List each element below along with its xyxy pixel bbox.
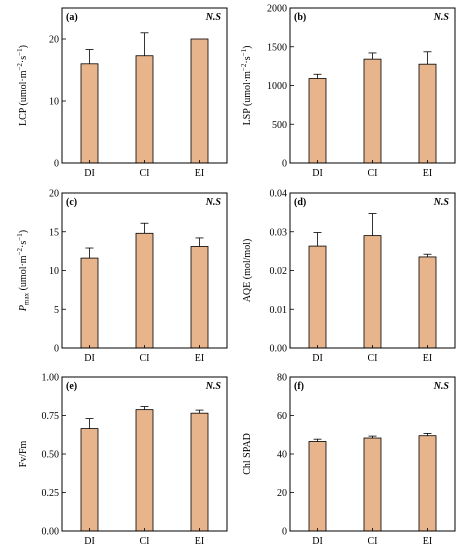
panel-c: DI CI EI 0 5 10 15 20 (c) N.S Pmax (umol·m−2·s−1) <box>16 189 228 364</box>
y-tick-label: 0.25 <box>42 488 60 499</box>
panel-f: DI CI EI 0 20 40 60 80 (f) N.S Chl SPAD <box>242 373 456 547</box>
bar-ci <box>135 409 154 532</box>
x-tick-label: DI <box>312 168 323 179</box>
y-axis-label: AQE (mol/mol) <box>242 239 253 303</box>
x-tick-label: CI <box>140 353 150 364</box>
bar-ei <box>418 435 437 532</box>
significance-label: N.S <box>433 381 450 392</box>
panel-label: (e) <box>66 381 77 392</box>
y-tick-label: 40 <box>277 450 287 461</box>
y-tick-label: 0 <box>54 344 59 355</box>
y-tick-label: 80 <box>277 373 287 384</box>
x-tick-label: EI <box>195 353 204 364</box>
x-tick-label: EI <box>195 536 204 547</box>
y-tick-label: 0.50 <box>42 450 60 461</box>
y-tick-label: 0.01 <box>270 305 288 316</box>
x-tick-label: DI <box>312 536 323 547</box>
x-tick-label: CI <box>368 168 378 179</box>
y-axis-label: Pmax (umol·m−2·s−1) <box>16 230 31 312</box>
bar-di <box>308 78 327 164</box>
y-tick-label: 15 <box>49 227 59 238</box>
y-tick-label: 20 <box>49 35 59 46</box>
y-tick-label: 0.00 <box>270 344 288 355</box>
significance-label: N.S <box>433 12 450 23</box>
x-tick-label: EI <box>423 168 432 179</box>
bar-ci <box>135 55 154 164</box>
y-tick-label: 0.00 <box>42 527 60 538</box>
y-tick-label: 60 <box>277 411 287 422</box>
bar-ei <box>418 63 437 164</box>
y-tick-label: 0 <box>282 527 287 538</box>
y-tick-label: 20 <box>49 189 59 200</box>
x-tick-label: EI <box>423 353 432 364</box>
y-tick-label: 0.03 <box>270 227 288 238</box>
y-axis-label: Chl SPAD <box>242 433 253 475</box>
y-tick-label: 1500 <box>267 42 287 53</box>
significance-label: N.S <box>433 197 450 208</box>
bar-ei <box>190 38 209 164</box>
x-tick-label: DI <box>84 168 95 179</box>
bar-ci <box>363 437 382 532</box>
x-tick-label: CI <box>140 536 150 547</box>
y-tick-label: 0.02 <box>270 266 288 277</box>
x-tick-label: DI <box>84 353 95 364</box>
panel-label: (f) <box>294 381 304 392</box>
panel-a: DI CI EI 0 10 20 (a) N.S LCP (umol·m−2·s−1) <box>16 7 228 179</box>
y-tick-label: 1000 <box>267 81 287 92</box>
x-tick-label: CI <box>368 536 378 547</box>
y-tick-label: 20 <box>277 488 287 499</box>
bar-di <box>80 257 99 349</box>
y-tick-label: 0 <box>282 159 287 170</box>
x-tick-label: EI <box>195 168 204 179</box>
panel-b: DI CI EI 0 500 1000 1500 2000 (b) N.S LSP (umol·m−… <box>240 4 456 179</box>
y-tick-label: 0.75 <box>42 411 60 422</box>
y-axis-label: Fv/Fm <box>18 440 29 467</box>
significance-label: N.S <box>205 197 222 208</box>
x-tick-label: CI <box>140 168 150 179</box>
y-tick-label: 0.04 <box>270 189 288 200</box>
panel-d: DI CI EI 0.00 0.01 0.02 0.03 0.04 (d) N.S AQE (mol… <box>242 189 456 364</box>
bar-ei <box>418 256 437 349</box>
y-tick-label: 500 <box>272 120 287 131</box>
panel-e: DI CI EI 0.00 0.25 0.50 0.75 1.00 (e) N.S Fv/Fm <box>18 373 228 547</box>
bar-ci <box>363 235 382 349</box>
bar-di <box>80 63 99 164</box>
y-tick-label: 0 <box>54 159 59 170</box>
bar-ei <box>190 412 209 532</box>
significance-label: N.S <box>205 12 222 23</box>
panel-label: (d) <box>294 197 306 208</box>
y-tick-label: 5 <box>54 305 59 316</box>
x-tick-label: DI <box>312 353 323 364</box>
y-axis-label: LCP (umol·m−2·s−1) <box>16 45 29 126</box>
bar-di <box>308 245 327 349</box>
y-tick-label: 2000 <box>267 4 287 15</box>
bar-ei <box>190 246 209 349</box>
x-tick-label: CI <box>368 353 378 364</box>
bar-di <box>308 441 327 532</box>
bar-ci <box>363 58 382 164</box>
y-tick-label: 1.00 <box>42 373 60 384</box>
bar-ci <box>135 232 154 349</box>
significance-label: N.S <box>205 381 222 392</box>
x-tick-label: DI <box>84 536 95 547</box>
panel-label: (b) <box>294 12 306 23</box>
panel-label: (c) <box>66 197 77 208</box>
y-axis-label: LSP (umol·m−2·s−1) <box>240 46 253 126</box>
plot-frame <box>61 7 228 164</box>
panel-label: (a) <box>66 12 78 23</box>
bar-di <box>80 428 99 532</box>
x-tick-label: EI <box>423 536 432 547</box>
y-tick-label: 10 <box>49 97 59 108</box>
y-tick-label: 10 <box>49 266 59 277</box>
